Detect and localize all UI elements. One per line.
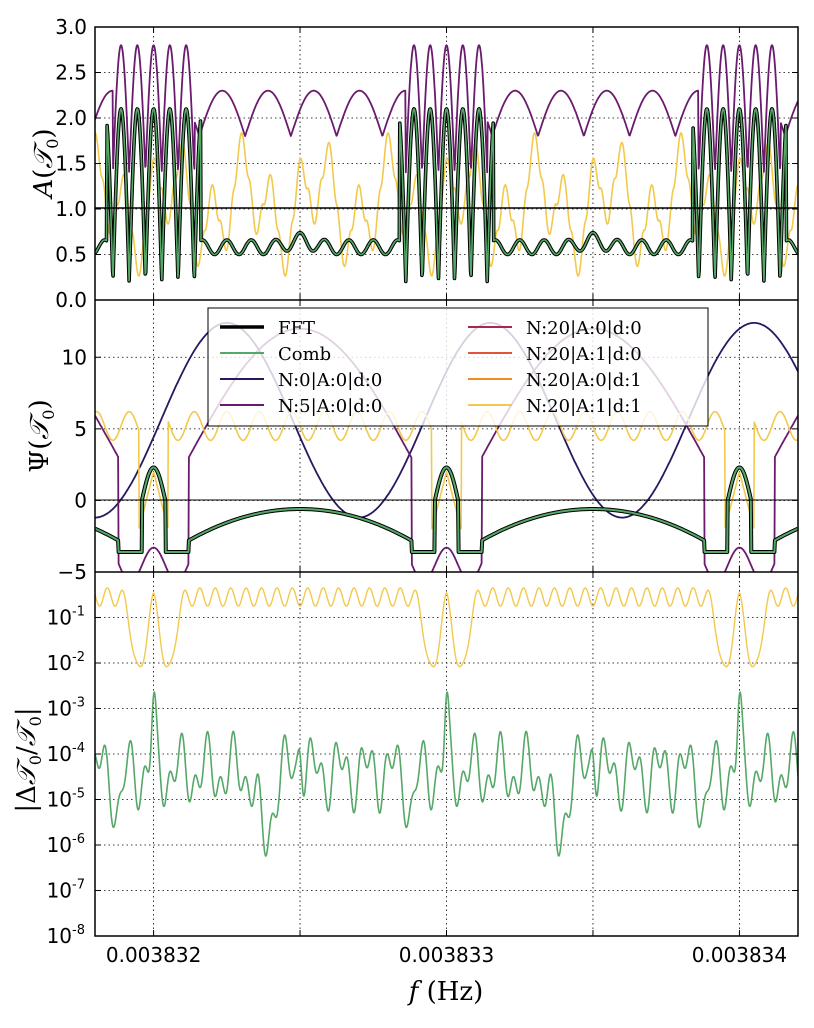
legend-label: Comb [278,344,331,365]
x-tick-label: 0.003833 [399,943,494,967]
legend-label: N:20|A:0|d:0 [526,318,642,339]
amplitude-panel: 0.0 0.5 1.0 1.5 2.0 2.5 3.0 A(𝒯0) [29,15,798,312]
y-tick-label: 2.5 [55,61,87,85]
legend-label: N:5|A:0|d:0 [278,396,382,417]
legend-label: N:20|A:0|d:1 [526,370,642,391]
y-tick-label: 5 [74,417,87,441]
y-tick-label: 10-7 [47,878,85,903]
y-tick-label: 0.0 [55,288,87,312]
y-tick-label: 10-4 [47,741,85,766]
y-tick-label: 10-8 [47,923,85,948]
error-panel: 10-8 10-7 10-6 10-5 10-4 10-3 10-2 10-1 |Δ𝒯0/𝒯0… [12,572,798,948]
x-ticks: 0.003832 0.003833 0.003834 [106,27,787,967]
error-grid [95,572,798,937]
series-comb-line [95,466,798,553]
legend-label: FFT [278,318,315,339]
y-tick-label: 1.5 [55,152,87,176]
y-tick-label: 2.0 [55,106,87,130]
axes-frame [94,26,799,937]
y-tick-label: 0.5 [55,243,87,267]
y-tick-label: 10-3 [47,696,85,721]
legend-box [207,307,709,427]
phase-panel: −5 0 5 10 Ψ(𝒯0) FFT Comb N:0|A:0|d:0 N:5|A:0|d… [25,300,798,584]
phase-y-ticks: −5 0 5 10 [58,345,798,584]
error-curves [95,587,798,857]
amplitude-ylabel: A(𝒯0) [29,128,62,199]
y-tick-label: 1.0 [55,197,87,221]
x-tick-label: 0.003834 [692,943,787,967]
phase-ylabel: Ψ(𝒯0) [25,399,58,472]
y-tick-label: 10-6 [47,832,85,857]
y-tick-label: 10-5 [47,787,85,812]
y-tick-label: −5 [58,560,87,584]
amplitude-curves [95,44,798,284]
legend-label: N:20|A:1|d:1 [526,396,642,417]
y-tick-label: 3.0 [55,15,87,39]
legend-label: N:20|A:1|d:0 [526,344,642,365]
y-tick-label: 10-2 [47,650,85,675]
error-ylabel: |Δ𝒯0/𝒯0| [12,707,45,812]
series-n20-a1-d1-line [95,410,798,530]
series-n20-a1-d1-line [95,132,798,277]
y-tick-label: 10-1 [47,605,85,630]
series-n20-a1-d1-line [95,587,798,668]
series-comb-line [95,108,798,283]
amplitude-y-ticks: 0.0 0.5 1.0 1.5 2.0 2.5 3.0 [55,15,798,312]
legend: FFT Comb N:0|A:0|d:0 N:5|A:0|d:0 N:20|A:0|d:… [207,307,709,427]
y-tick-label: 0 [74,488,87,512]
series-comb-line [95,691,798,857]
y-tick-label: 10 [62,345,87,369]
legend-label: N:0|A:0|d:0 [278,370,382,391]
x-axis-label: f (Hz) [407,977,484,1007]
x-tick-label: 0.003832 [106,943,201,967]
series-n5-a0-d0-line [95,44,798,174]
error-y-ticks: 10-8 10-7 10-6 10-5 10-4 10-3 10-2 10-1 [47,605,798,948]
